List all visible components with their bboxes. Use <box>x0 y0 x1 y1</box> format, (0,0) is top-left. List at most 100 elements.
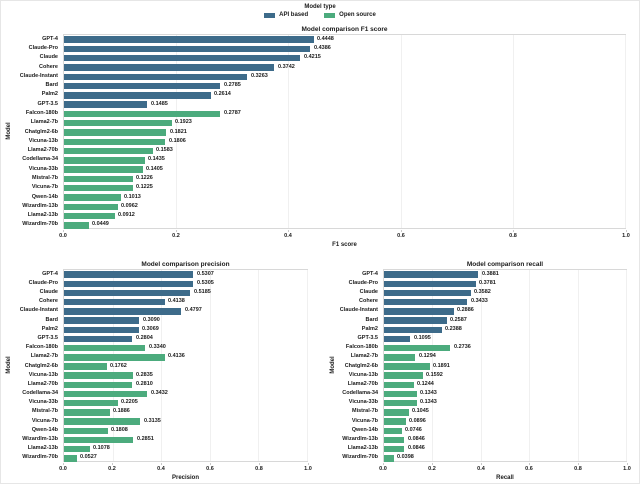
bar <box>64 280 193 287</box>
bar-value-label: 0.5307 <box>197 271 214 277</box>
chart-title: Model comparison F1 score <box>301 26 388 33</box>
bar <box>384 436 404 444</box>
bar-value-label: 0.1435 <box>148 156 165 162</box>
bar <box>64 354 165 361</box>
chart-title: Model comparison recall <box>466 261 544 268</box>
x-tick-mark <box>210 463 211 465</box>
x-tick-label: 1.0 <box>304 466 312 472</box>
y-tick-label: Wizardlm-70b <box>22 221 58 227</box>
x-tick-label: 0.0 <box>59 233 67 239</box>
y-tick-label: Chatglm2-6b <box>24 363 58 369</box>
x-tick-label: 1.0 <box>622 233 630 239</box>
x-tick-mark <box>627 463 628 465</box>
bar-value-label: 0.1405 <box>146 166 163 172</box>
bar-value-label: 0.3742 <box>278 64 295 70</box>
bar-value-label: 0.0398 <box>397 454 414 460</box>
bar-value-label: 0.3432 <box>151 390 168 396</box>
y-tick-label: Bard <box>365 317 378 323</box>
legend-item-label: Open source <box>339 12 376 18</box>
bar <box>384 354 415 361</box>
bar <box>64 344 145 352</box>
y-tick-label: Codellama-34 <box>22 390 58 396</box>
gridline <box>161 270 162 461</box>
legend-item-label: API based <box>279 12 309 18</box>
y-tick-label: Codellama-34 <box>22 156 58 162</box>
y-tick-label: Vicuna-13b <box>28 138 58 144</box>
y-tick-label: Vicuna-7b <box>31 418 58 424</box>
y-tick-label: Palm2 <box>41 326 58 332</box>
bar-value-label: 0.1923 <box>175 119 192 125</box>
y-tick-label: Wizardlm-13b <box>342 436 378 442</box>
y-tick-label: Wizardlm-13b <box>22 436 58 442</box>
y-tick-label: Llama2-7b <box>30 353 58 359</box>
y-tick-label: Wizardlm-70b <box>342 454 378 460</box>
bar-value-label: 0.1013 <box>124 194 141 200</box>
bar-value-label: 0.0449 <box>92 221 109 227</box>
bar <box>384 400 417 407</box>
bar-value-label: 0.4215 <box>304 54 321 60</box>
bar <box>64 446 90 453</box>
gridline <box>113 270 114 461</box>
y-tick-label: Claude-Instant <box>339 307 378 313</box>
bar <box>64 194 121 201</box>
x-tick-label: 0.0 <box>379 466 387 472</box>
bar-value-label: 0.2835 <box>136 372 153 378</box>
y-tick-label: Vicuna-13b <box>348 372 378 378</box>
bar <box>384 271 478 278</box>
bar <box>64 129 166 136</box>
x-axis-label: Precision <box>171 475 199 481</box>
gridline <box>529 270 530 461</box>
bar-value-label: 0.0896 <box>409 418 426 424</box>
bar-value-label: 0.4138 <box>168 298 185 304</box>
bar <box>64 455 77 462</box>
bar-value-label: 0.2785 <box>224 82 241 88</box>
bar <box>64 400 118 407</box>
bar-value-label: 0.1485 <box>151 101 168 107</box>
gridline <box>210 270 211 461</box>
gridline <box>513 35 514 228</box>
bar-value-label: 0.1886 <box>113 408 130 414</box>
y-tick-label: Palm2 <box>41 91 58 97</box>
gridline <box>307 270 308 461</box>
bar <box>384 298 467 306</box>
bar <box>384 317 447 324</box>
x-tick-mark <box>161 463 162 465</box>
bar <box>64 308 181 315</box>
gridline <box>288 35 289 228</box>
y-tick-label: Llama2-13b <box>27 445 58 451</box>
bar <box>64 120 172 127</box>
y-tick-label: Vicuna-7b <box>351 418 378 424</box>
y-tick-label: Claude-Pro <box>28 280 58 286</box>
gridline <box>578 270 579 461</box>
bar-value-label: 0.1095 <box>414 335 431 341</box>
bar <box>384 409 409 416</box>
bar-value-label: 0.2886 <box>457 307 474 313</box>
bar <box>64 36 314 43</box>
y-tick-label: GPT-4 <box>42 36 58 42</box>
bar-value-label: 0.3263 <box>251 73 268 79</box>
x-tick-mark <box>626 230 627 232</box>
bar <box>64 317 139 324</box>
bar <box>64 326 139 333</box>
bar <box>384 446 404 453</box>
y-tick-label: Bard <box>45 82 58 88</box>
plot-area <box>63 269 308 462</box>
bar-value-label: 0.2787 <box>224 110 241 116</box>
bar-value-label: 0.1343 <box>420 390 437 396</box>
y-tick-label: Qwen-14b <box>31 427 58 433</box>
bar-value-label: 0.1244 <box>417 381 434 387</box>
bar-value-label: 0.4136 <box>168 353 185 359</box>
bar-value-label: 0.0746 <box>405 427 422 433</box>
bar <box>64 101 147 108</box>
y-tick-label: GPT-3.5 <box>357 335 378 341</box>
gridline <box>625 35 626 228</box>
y-tick-label: Llama2-70b <box>27 381 58 387</box>
y-tick-label: Vicuna-33b <box>28 166 58 172</box>
x-tick-label: 1.0 <box>623 466 631 472</box>
bar <box>64 427 108 435</box>
x-tick-label: 0.4 <box>477 466 485 472</box>
legend-item-open-source: Open source <box>324 12 376 18</box>
bar-value-label: 0.3135 <box>144 418 161 424</box>
plot-area <box>63 34 626 229</box>
